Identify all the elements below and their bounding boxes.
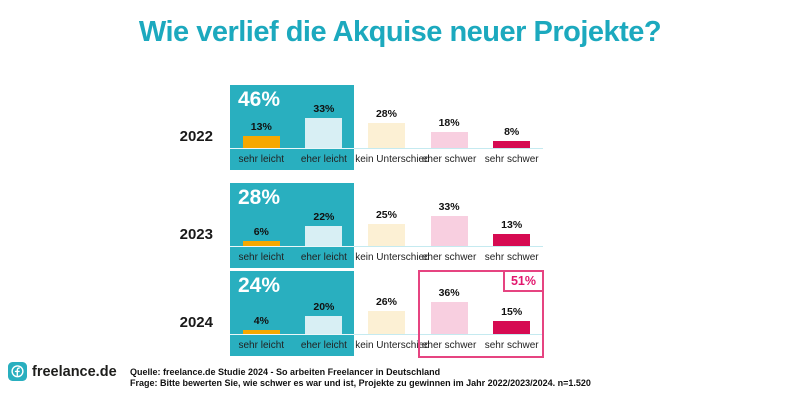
bar-value-label: 8%	[504, 125, 520, 138]
baseline	[230, 334, 543, 335]
bar-2023-kein-unterschied	[367, 223, 405, 246]
category-label: sehr schwer	[484, 340, 539, 351]
year-row-2022: 2022 46% 13% sehr leicht 33% eher leicht…	[180, 85, 543, 170]
bar-value-label: 26%	[375, 295, 397, 308]
year-row-2023: 2023 28% 6% sehr leicht 22% eher leicht …	[180, 183, 543, 268]
bar-value-label: 6%	[253, 225, 269, 238]
bar-column: 15% sehr schwer	[480, 271, 543, 356]
chart-area: 2022 46% 13% sehr leicht 33% eher leicht…	[180, 85, 544, 358]
bar-2023-sehr-leicht	[242, 240, 280, 246]
bar-column: 33% eher leicht	[293, 85, 356, 170]
bar-value-label: 28%	[375, 107, 397, 120]
baseline-in-box	[230, 148, 354, 149]
bar-2022-kein-unterschied	[367, 122, 405, 148]
category-label: kein Unterschied	[355, 340, 430, 351]
bar-value-label: 36%	[438, 286, 460, 299]
bar-column: 22% eher leicht	[293, 183, 356, 268]
bar-value-label: 33%	[313, 103, 335, 116]
category-label: sehr schwer	[484, 154, 539, 165]
bar-value-label: 33%	[438, 201, 460, 214]
bar-column: 25% kein Unterschied	[355, 183, 430, 268]
bar-2022-sehr-schwer	[493, 140, 531, 148]
source-line-2: Frage: Bitte bewerten Sie, wie schwer es…	[130, 378, 591, 388]
combined-left-percent: 46%	[238, 88, 281, 111]
category-label: sehr leicht	[238, 252, 285, 263]
bar-value-label: 18%	[438, 116, 460, 129]
bar-value-label: 15%	[501, 305, 523, 318]
bar-column: 4% sehr leicht	[230, 271, 293, 356]
bar-column: 20% eher leicht	[293, 271, 356, 356]
bar-column: 26% kein Unterschied	[355, 271, 430, 356]
bar-column: 18% eher schwer	[418, 85, 481, 170]
bar-column: 28% kein Unterschied	[355, 85, 430, 170]
bar-2024-eher-leicht	[305, 316, 343, 334]
bar-2022-sehr-leicht	[242, 136, 280, 148]
bar-column: 13% sehr leicht	[230, 85, 293, 170]
category-label: eher schwer	[421, 252, 477, 263]
bar-2023-eher-leicht	[305, 226, 343, 246]
bar-2024-eher-schwer	[430, 301, 468, 334]
category-label: sehr leicht	[238, 340, 285, 351]
year-label: 2024	[179, 314, 213, 331]
chart-title: Wie verlief die Akquise neuer Projekte?	[138, 16, 662, 48]
category-label: eher schwer	[421, 154, 477, 165]
bar-column: 13% sehr schwer	[480, 183, 543, 268]
bar-column: 36% eher schwer	[418, 271, 481, 356]
category-label: kein Unterschied	[355, 154, 430, 165]
bar-2024-kein-unterschied	[367, 310, 405, 334]
year-row-2024: 2024 24% 4% sehr leicht 20% eher leicht …	[180, 270, 544, 358]
category-label: eher leicht	[300, 340, 347, 351]
baseline	[230, 148, 543, 149]
bar-2024-sehr-schwer	[493, 320, 531, 334]
highlight-left-box	[230, 271, 354, 356]
year-label: 2022	[179, 128, 213, 145]
bar-value-label: 25%	[375, 208, 397, 221]
category-label: sehr leicht	[238, 154, 285, 165]
source-line-1: Quelle: freelance.de Studie 2024 - So ar…	[130, 367, 441, 377]
bar-column: 6% sehr leicht	[230, 183, 293, 268]
combined-left-percent: 28%	[238, 186, 281, 209]
bar-2023-eher-schwer	[430, 216, 468, 246]
source-note: Quelle: freelance.de Studie 2024 - So ar…	[130, 367, 591, 389]
year-label: 2023	[179, 226, 213, 243]
baseline-in-box	[230, 246, 354, 247]
category-label: eher leicht	[300, 154, 347, 165]
bar-value-label: 13%	[501, 219, 523, 232]
baseline-in-box	[230, 334, 354, 335]
bar-value-label: 13%	[250, 121, 272, 134]
bar-2024-sehr-leicht	[242, 330, 280, 334]
category-label: eher leicht	[300, 252, 347, 263]
bar-value-label: 4%	[253, 315, 269, 328]
highlight-left-box	[230, 183, 354, 268]
freelance-logo-text: freelance.de	[32, 363, 117, 380]
bar-column: 8% sehr schwer	[480, 85, 543, 170]
combined-left-percent: 24%	[238, 274, 281, 297]
category-label: sehr schwer	[484, 252, 539, 263]
baseline	[230, 246, 543, 247]
freelance-logo: freelance.de	[8, 362, 117, 381]
freelance-logo-icon	[8, 362, 27, 381]
bar-2022-eher-leicht	[305, 118, 343, 148]
category-label: eher schwer	[421, 340, 477, 351]
bar-column: 33% eher schwer	[418, 183, 481, 268]
bar-value-label: 22%	[313, 211, 335, 224]
bar-value-label: 20%	[313, 301, 335, 313]
category-label: kein Unterschied	[355, 252, 430, 263]
bar-2023-sehr-schwer	[493, 234, 531, 246]
bar-2022-eher-schwer	[430, 131, 468, 148]
